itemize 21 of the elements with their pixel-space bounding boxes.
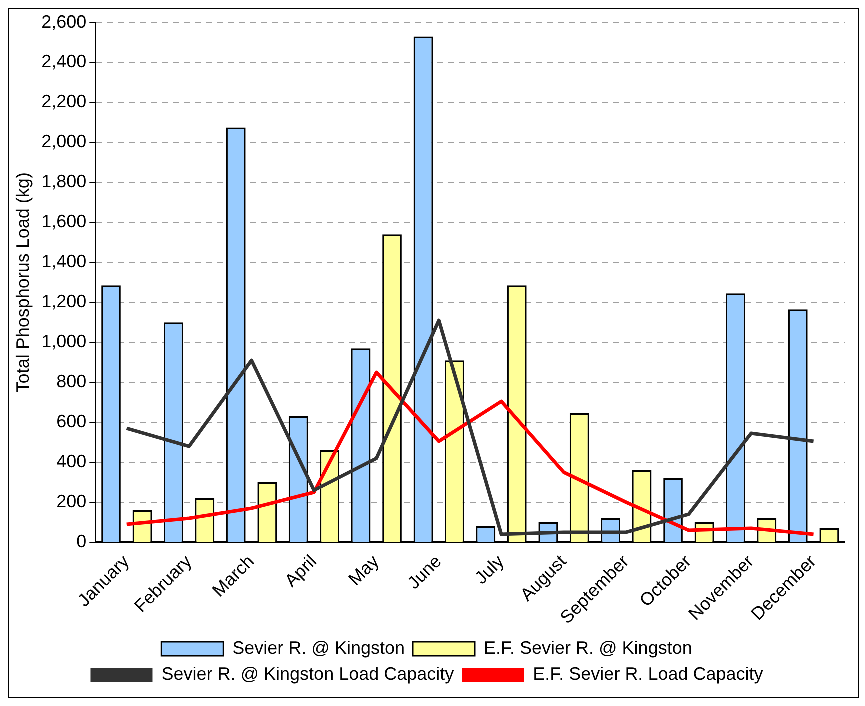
y-tick-label: 800 — [56, 372, 87, 392]
y-tick-label: 2,000 — [42, 132, 87, 152]
y-tick-label: 2,200 — [42, 92, 87, 112]
y-tick-label: 400 — [56, 451, 87, 472]
y-axis-title: Total Phosphorus Load (kg) — [12, 172, 33, 393]
y-tick-label: 0 — [76, 531, 87, 552]
y-tick-label: 2,400 — [42, 52, 87, 72]
y-tick-label: 1,800 — [42, 172, 87, 192]
y-tick-label: 2,600 — [42, 12, 87, 32]
x-tick-label: May — [344, 551, 383, 590]
x-tick-label: July — [471, 551, 508, 588]
legend-label: Sevier R. @ Kingston Load Capacity — [162, 664, 454, 684]
legend-label: E.F. Sevier R. Load Capacity — [533, 664, 764, 684]
y-tick-label: 1,000 — [42, 332, 87, 352]
legend-label: Sevier R. @ Kingston — [232, 638, 406, 658]
y-tick-label: 1,200 — [42, 292, 87, 312]
y-tick-label: 200 — [56, 491, 87, 512]
legend-label: E.F. Sevier R. @ Kingston — [484, 638, 692, 658]
y-tick-label: 1,400 — [42, 252, 87, 272]
y-tick-label: 1,600 — [42, 212, 87, 232]
y-tick-label: 600 — [56, 412, 87, 432]
